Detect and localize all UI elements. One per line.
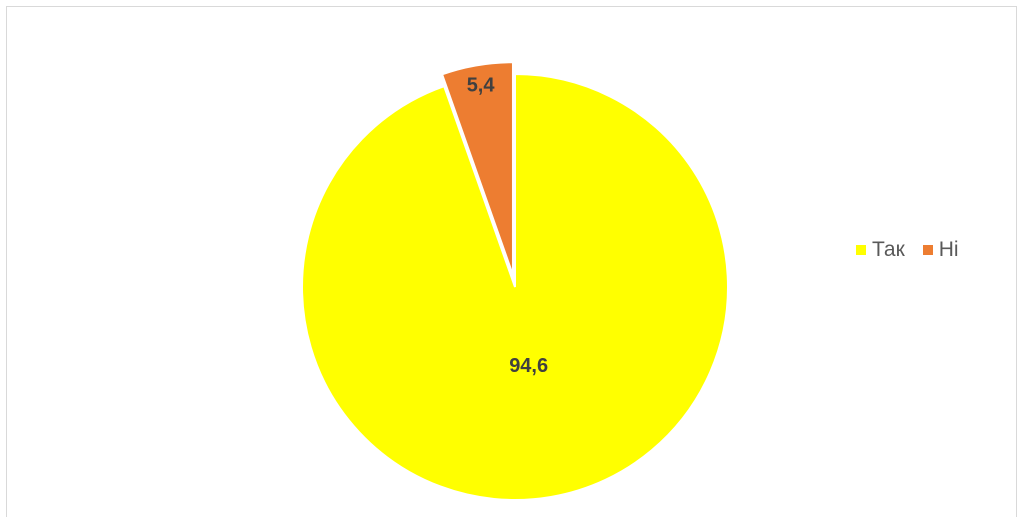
- pie-slice-ni[interactable]: [440, 61, 514, 276]
- data-label-ni: 5,4: [467, 75, 496, 97]
- pie-slice-tak[interactable]: [301, 72, 729, 501]
- data-label-tak: 94,6: [509, 355, 548, 377]
- legend-swatch-ni: [922, 245, 933, 255]
- legend-label-tak: Так: [872, 238, 905, 261]
- legend-swatch-tak: [856, 245, 866, 255]
- legend-label-ni: Ні: [938, 238, 959, 261]
- legend-item-ni[interactable]: Ні: [922, 238, 959, 262]
- legend-item-tak[interactable]: Так: [856, 238, 905, 262]
- legend: Так Ні: [856, 238, 977, 262]
